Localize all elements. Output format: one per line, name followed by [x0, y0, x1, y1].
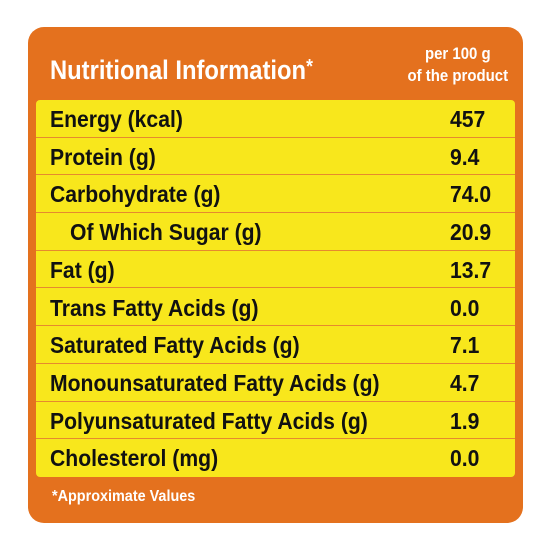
table-row: Cholesterol (mg) 0.0: [36, 439, 515, 477]
nutrient-name: Carbohydrate (g): [50, 181, 221, 208]
serving-basis: per 100 g of the product: [401, 43, 515, 87]
nutrient-value: 0.0: [450, 445, 480, 472]
nutrition-table: Energy (kcal) 457 Protein (g) 9.4 Carboh…: [36, 100, 515, 477]
nutrient-value: 7.1: [450, 332, 480, 359]
title-asterisk: *: [306, 56, 313, 78]
table-row: Saturated Fatty Acids (g) 7.1: [36, 326, 515, 364]
table-row: Trans Fatty Acids (g) 0.0: [36, 289, 515, 327]
nutrient-name: Monounsaturated Fatty Acids (g): [50, 369, 380, 396]
nutrient-name: Cholesterol (mg): [50, 445, 219, 472]
nutrient-name: Polyunsaturated Fatty Acids (g): [50, 407, 368, 434]
nutrient-name: Energy (kcal): [50, 106, 183, 132]
nutrient-name: Trans Fatty Acids (g): [50, 294, 259, 321]
nutrition-panel: Nutritional Information* per 100 g of th…: [28, 27, 523, 523]
nutrient-value: 20.9: [450, 219, 492, 246]
nutrient-value: 74.0: [450, 181, 492, 208]
serving-basis-line2: of the product: [407, 66, 509, 85]
table-row: Polyunsaturated Fatty Acids (g) 1.9: [36, 402, 515, 440]
table-row: Of Which Sugar (g) 20.9: [36, 213, 515, 251]
nutrient-value: 1.9: [450, 407, 480, 434]
table-row: Monounsaturated Fatty Acids (g) 4.7: [36, 364, 515, 402]
nutrient-value: 4.7: [450, 369, 480, 396]
nutrient-value: 13.7: [450, 256, 492, 283]
nutrient-name: Of Which Sugar (g): [70, 219, 262, 246]
nutrient-value: 0.0: [450, 294, 480, 321]
panel-title: Nutritional Information*: [50, 55, 313, 86]
table-row: Energy (kcal) 457: [36, 100, 515, 138]
nutrient-value: 9.4: [450, 143, 480, 170]
serving-basis-line1: per 100 g: [424, 44, 491, 63]
table-row: Carbohydrate (g) 74.0: [36, 175, 515, 214]
table-row: Fat (g) 13.7: [36, 251, 515, 289]
nutrient-name: Fat (g): [50, 256, 115, 283]
footnote: *Approximate Values: [52, 488, 196, 505]
nutrient-name: Saturated Fatty Acids (g): [50, 332, 300, 359]
title-text: Nutritional Information: [50, 55, 307, 85]
nutrient-name: Protein (g): [50, 143, 156, 170]
nutrient-value: 457: [450, 106, 486, 132]
table-row: Protein (g) 9.4: [36, 138, 515, 176]
